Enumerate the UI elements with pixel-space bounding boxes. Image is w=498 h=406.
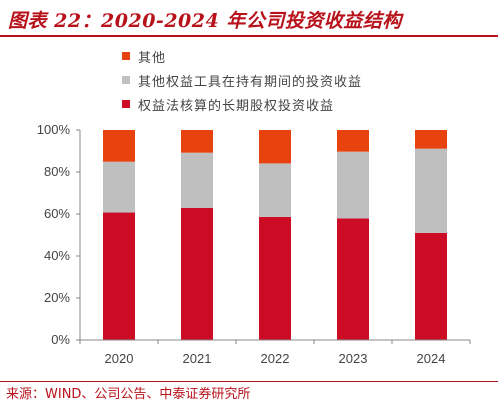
- source-note: 来源：WIND、公司公告、中泰证券研究所: [6, 387, 251, 402]
- bar-segment: [415, 130, 447, 149]
- y-tick-label: 0%: [51, 332, 70, 347]
- bars: [103, 130, 447, 340]
- bar-segment: [259, 216, 291, 340]
- figure-title: 图表 22：2020-2024 年公司投资收益结构: [8, 10, 402, 32]
- bar-segment: [259, 130, 291, 164]
- legend-swatch-equity-method: [122, 100, 130, 108]
- bar-segment: [103, 161, 135, 213]
- x-tick-label: 2021: [183, 351, 212, 366]
- legend-label-other-equity: 其他权益工具在持有期间的投资收益: [138, 74, 363, 90]
- bar-segment: [103, 130, 135, 162]
- bar-segment: [415, 232, 447, 340]
- x-tick-label: 2024: [417, 351, 446, 366]
- source-divider: [0, 381, 498, 382]
- y-tick-label: 20%: [44, 290, 70, 305]
- y-tick-label: 60%: [44, 206, 70, 221]
- bar-segment: [181, 207, 213, 340]
- x-tick-label: 2023: [339, 351, 368, 366]
- bar-segment: [103, 212, 135, 340]
- legend-label-other: 其他: [138, 50, 167, 66]
- legend-swatch-other-equity: [122, 76, 130, 84]
- y-tick-label: 80%: [44, 164, 70, 179]
- bar-segment: [181, 130, 213, 153]
- legend-swatch-other: [122, 52, 130, 60]
- legend-item-equity-method: 权益法核算的长期股权投资收益: [122, 92, 362, 116]
- y-tick-label: 40%: [44, 248, 70, 263]
- bar-segment: [337, 130, 369, 152]
- chart-legend: 其他 其他权益工具在持有期间的投资收益 权益法核算的长期股权投资收益: [122, 44, 362, 116]
- legend-item-other-equity: 其他权益工具在持有期间的投资收益: [122, 68, 362, 92]
- bar-segment: [181, 152, 213, 208]
- y-axis: 0% 20% 40% 60% 80% 100%: [37, 122, 81, 347]
- x-tick-label: 2020: [105, 351, 134, 366]
- legend-item-other: 其他: [122, 44, 362, 68]
- y-tick-label: 100%: [37, 122, 71, 137]
- bar-segment: [415, 148, 447, 233]
- bar-segment: [337, 151, 369, 219]
- title-divider: [0, 35, 498, 37]
- bar-segment: [337, 218, 369, 340]
- legend-label-equity-method: 权益法核算的长期股权投资收益: [138, 98, 335, 114]
- bar-segment: [259, 163, 291, 217]
- x-tick-label: 2022: [261, 351, 290, 366]
- x-axis: 2020 2021 2022 2023 2024: [79, 339, 471, 366]
